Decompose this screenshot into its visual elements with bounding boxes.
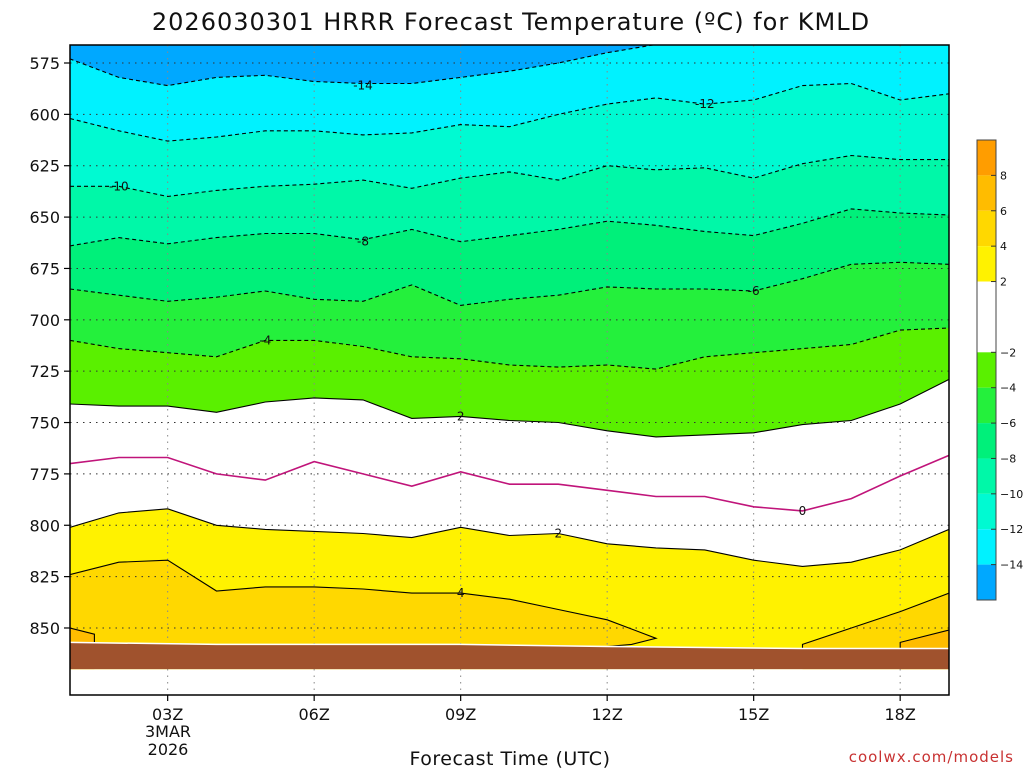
colorbar: 8 6 4 2 −2 −4 −6 −8 −10 −12 −14 [976,139,1023,601]
colorbar-label-8: 8 [1000,169,1007,182]
colorbar-label-2: 2 [1000,276,1007,289]
fill-4 [70,560,656,670]
contour-fills [70,45,949,695]
y-tick-label-750: 750 [29,414,60,433]
y-tick-label-800: 800 [29,516,60,535]
contour-line--12 [70,82,949,142]
terrain-edge [70,641,949,650]
colorbar-label--10: −10 [1000,488,1023,501]
contour-label-2: 2 [555,526,563,540]
y-tick-label-650: 650 [29,208,60,227]
colorbar-bin--6 [977,387,996,424]
x-axis-label: Forecast Time (UTC) [410,748,611,768]
contour-line-4 [70,559,658,657]
colorbar-label--12: −12 [1000,523,1023,536]
colorbar-label-4: 4 [1000,240,1007,253]
contour-line--8 [70,208,949,247]
colorbar-label--4: −4 [1000,382,1016,395]
colorbar-bin-4 [977,210,996,247]
contour-label-0: 0 [799,504,807,518]
plot-frame [69,44,950,696]
colorbar-bin--10 [977,458,996,494]
x-axis: 03Z 06Z 09Z 12Z 15Z 18Z [152,695,916,724]
contour-label-4: 4 [457,586,465,600]
y-tick-label-600: 600 [29,105,60,124]
contour-label--14: -14 [353,79,373,93]
x-date-label-line1: 3MAR [145,722,191,741]
x-tick-label-03Z: 03Z [152,705,183,724]
x-tick-label-12Z: 12Z [592,705,623,724]
colorbar-label--14: −14 [1000,559,1023,572]
y-axis: 575 600 625 650 675 700 725 750 775 800 825 850 [29,54,70,638]
contour-lines [70,45,949,657]
y-tick-label-850: 850 [29,619,60,638]
terrain-fill [70,642,949,670]
x-date-label-line2: 2026 [148,740,189,759]
colorbar-bin--14 [977,529,996,565]
contour-line--2 [70,378,949,438]
colorbar-bin--2 [977,281,996,353]
y-tick-label-825: 825 [29,568,60,587]
colorbar-label-6: 6 [1000,205,1007,218]
contour-line--14 [70,45,657,87]
colorbar-bin--4 [977,352,996,388]
colorbar-label--8: −8 [1000,452,1016,465]
grid-lines [70,45,949,695]
contour-label--10: -10 [109,179,129,193]
colorbar-frame [976,139,997,601]
colorbar-label--2: −2 [1000,346,1016,359]
colorbar-bin-2 [977,246,996,282]
fill--14 [70,45,654,86]
colorbar-bin--16 [977,564,996,600]
y-tick-label-700: 700 [29,311,60,330]
contour-label--2: 2 [457,409,465,423]
y-tick-label-725: 725 [29,362,60,381]
contour-line-2 [70,508,949,567]
contour-label--4: -4 [259,333,271,347]
chart-title: 2026030301 HRRR Forecast Temperature (ºC… [152,8,870,36]
contour-label--12: -12 [695,97,715,111]
contour-labels: -14 -12 -10 -8 -6 -4 2 0 2 4 [109,79,806,600]
colorbar-bin--8 [977,423,996,459]
colorbar-bin-6 [977,175,996,211]
colorbar-bin--12 [977,493,996,530]
contour-line--6 [70,261,949,306]
contour-label--6: -6 [748,284,760,298]
y-tick-label-675: 675 [29,259,60,278]
credit-text: coolwx.com/models [849,748,1014,766]
contour-line--10 [70,154,949,198]
colorbar-label--6: −6 [1000,417,1016,430]
contour-label--8: -8 [357,235,369,249]
x-tick-label-15Z: 15Z [738,705,769,724]
y-tick-label-625: 625 [29,157,60,176]
x-tick-label-18Z: 18Z [885,705,916,724]
contour-line-0 [70,454,949,512]
x-tick-label-09Z: 09Z [445,705,476,724]
colorbar-bin-8 [977,140,996,176]
terrain-layer [70,641,949,670]
y-tick-label-575: 575 [29,54,60,73]
y-tick-label-775: 775 [29,465,60,484]
x-tick-label-06Z: 06Z [299,705,330,724]
contour-line--4 [70,327,949,370]
